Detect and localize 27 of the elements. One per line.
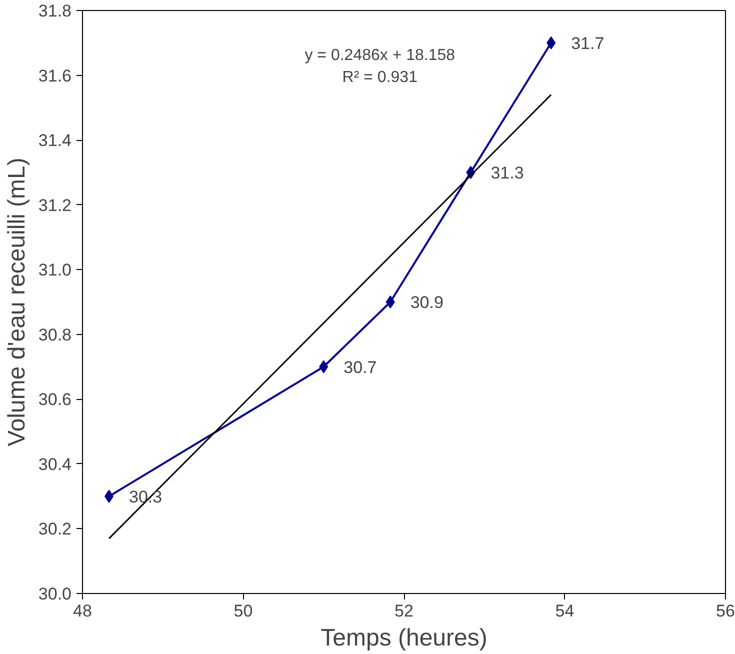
x-axis-title: Temps (heures) — [320, 624, 488, 652]
x-tick-label: 54 — [555, 602, 574, 620]
y-tick-label: 30.8 — [38, 325, 72, 344]
y-tick-label: 30.0 — [38, 584, 72, 604]
x-tick-label: 56 — [716, 602, 735, 620]
y-tick-label: 30.2 — [38, 520, 72, 539]
x-tick-label: 52 — [394, 602, 414, 620]
y-tick-label: 31.2 — [38, 196, 72, 215]
data-label: 30.9 — [410, 293, 444, 312]
y-tick-label: 31.4 — [38, 131, 72, 150]
y-tick-label: 31.0 — [38, 260, 72, 280]
point — [386, 296, 395, 308]
y-tick-label: 30.6 — [38, 390, 72, 410]
data-label: 30.7 — [344, 358, 377, 377]
y-axis-title: Volume d'eau receuilli (mL) — [3, 158, 30, 446]
data-label: 31.3 — [490, 163, 524, 182]
data-label: 31.7 — [571, 34, 604, 53]
x-tick-label: 50 — [234, 602, 253, 620]
point — [546, 36, 556, 50]
annotation: R² = 0.931 — [342, 69, 418, 86]
point — [319, 360, 328, 374]
point — [104, 490, 114, 503]
x-tick-label: 48 — [73, 602, 92, 620]
y-tick-label: 31.8 — [38, 2, 72, 20]
y-tick-label: 30.4 — [38, 454, 72, 474]
annotation: y = 0.2486x + 18.158 — [304, 47, 456, 64]
y-tick-label: 31.6 — [38, 66, 72, 86]
